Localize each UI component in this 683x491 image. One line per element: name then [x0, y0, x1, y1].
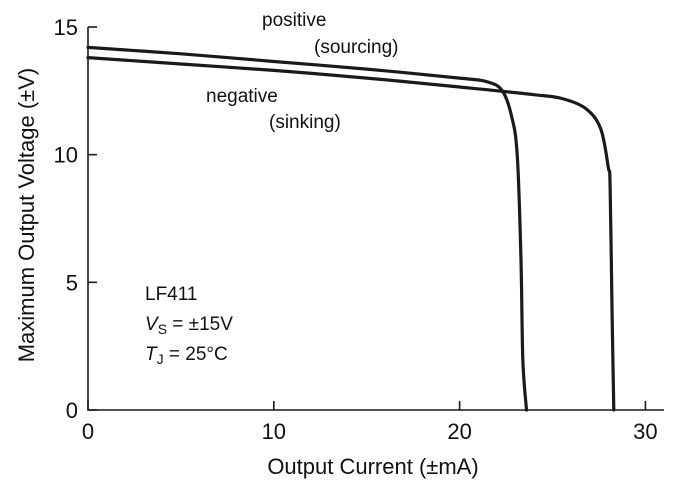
series-line-positive-sourcing — [86, 45, 529, 412]
annotation-positive: positive — [262, 10, 326, 31]
condition-supply-voltage: VS = ±15V — [145, 314, 233, 337]
condition-device: LF411 — [145, 284, 197, 305]
y-tick-label: 15 — [54, 15, 78, 40]
x-tick-label: 30 — [633, 419, 657, 444]
x-tick-label: 20 — [447, 419, 471, 444]
tick-marks — [87, 26, 647, 411]
x-axis-title: Output Current (±mA) — [267, 454, 478, 479]
x-tick-label: 0 — [82, 419, 94, 444]
y-tick-label: 5 — [66, 270, 78, 295]
test-conditions: LF411 VS = ±15V TJ = 25°C — [145, 284, 233, 367]
annotation-negative: negative — [206, 86, 278, 107]
tick-labels: 0 10 20 30 0 5 10 15 — [54, 15, 658, 444]
annotation-sinking: (sinking) — [269, 112, 341, 133]
series-line-negative-sinking — [86, 56, 616, 412]
y-tick-label: 0 — [66, 398, 78, 423]
annotation-sourcing: (sourcing) — [314, 37, 398, 58]
y-tick-label: 10 — [54, 143, 78, 168]
x-tick-label: 10 — [262, 419, 286, 444]
series-group — [86, 45, 616, 412]
y-axis-title: Maximum Output Voltage (±V) — [14, 68, 39, 363]
condition-junction-temp: TJ = 25°C — [145, 344, 228, 367]
